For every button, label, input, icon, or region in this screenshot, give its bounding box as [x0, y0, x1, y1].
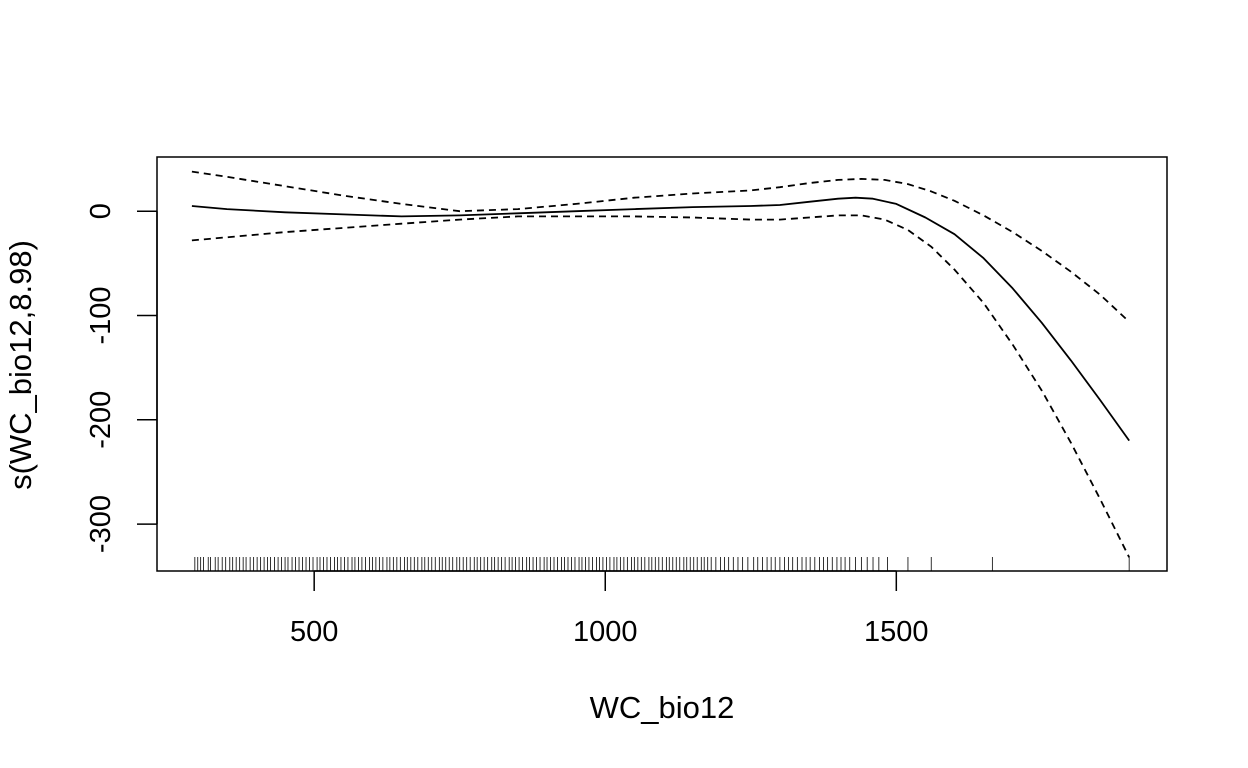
smooth-estimate-line — [191, 196, 1130, 442]
x-tick-label: 500 — [290, 616, 338, 648]
x-axis: 500 1000 1500 — [290, 570, 929, 648]
y-tick-label: 0 — [85, 203, 117, 219]
y-axis-label: s(WC_bio12,8.98) — [3, 240, 38, 490]
y-tick-label: -100 — [85, 286, 117, 344]
x-tick-label: 1500 — [864, 616, 929, 648]
plot-frame — [156, 156, 1168, 572]
x-axis-label: WC_bio12 — [590, 690, 735, 725]
confidence-band-line — [191, 214, 1131, 558]
rug-marks — [194, 557, 1130, 571]
x-tick-label: 1000 — [573, 616, 638, 648]
confidence-band-line — [191, 170, 1130, 323]
y-tick-label: -300 — [85, 495, 117, 553]
y-axis: 0 -100 -200 -300 — [85, 203, 158, 553]
y-tick-label: -200 — [85, 391, 117, 449]
series-lines — [191, 170, 1131, 558]
